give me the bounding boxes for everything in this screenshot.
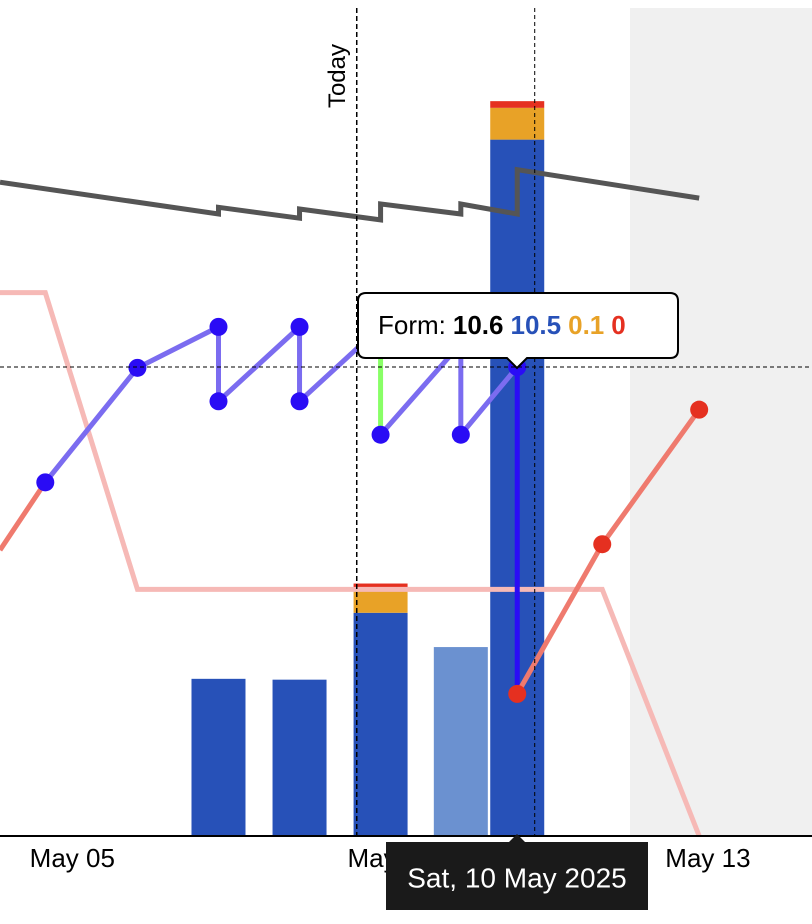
tooltip-value: 0 — [611, 310, 625, 340]
point — [36, 473, 55, 492]
point — [690, 400, 709, 419]
point — [508, 684, 527, 703]
x-tick-label: May 05 — [30, 843, 115, 873]
point — [371, 425, 390, 444]
date-box — [386, 834, 648, 910]
bar-segment — [353, 612, 408, 836]
point — [593, 535, 612, 554]
line — [0, 166, 700, 223]
date-label: Sat, 10 May 2025 — [407, 862, 626, 893]
tooltip-value: 10.6 — [453, 310, 504, 340]
x-tick-label: May 13 — [665, 843, 750, 873]
bar-segment — [191, 678, 246, 836]
bar-segment — [353, 583, 408, 589]
today-label: Today — [324, 44, 351, 108]
bar-segment — [490, 101, 545, 108]
tooltip-label: Form: — [378, 310, 446, 340]
point — [451, 425, 470, 444]
tooltip-text: Form: 10.6 10.5 0.1 0 — [378, 310, 626, 340]
point — [290, 392, 309, 411]
point — [290, 317, 309, 336]
bar-segment — [490, 107, 545, 140]
line — [378, 336, 520, 442]
point — [209, 317, 228, 336]
future-region — [630, 8, 812, 836]
point — [128, 358, 147, 377]
bar-segment — [272, 679, 327, 836]
tooltip-box — [357, 292, 679, 370]
line — [0, 480, 48, 552]
point — [209, 392, 228, 411]
line — [0, 290, 702, 837]
tooltip-value: 10.5 — [511, 310, 562, 340]
bar-segment — [353, 588, 408, 613]
tooltip-value: 0.1 — [568, 310, 604, 340]
bar-segment — [433, 647, 488, 836]
